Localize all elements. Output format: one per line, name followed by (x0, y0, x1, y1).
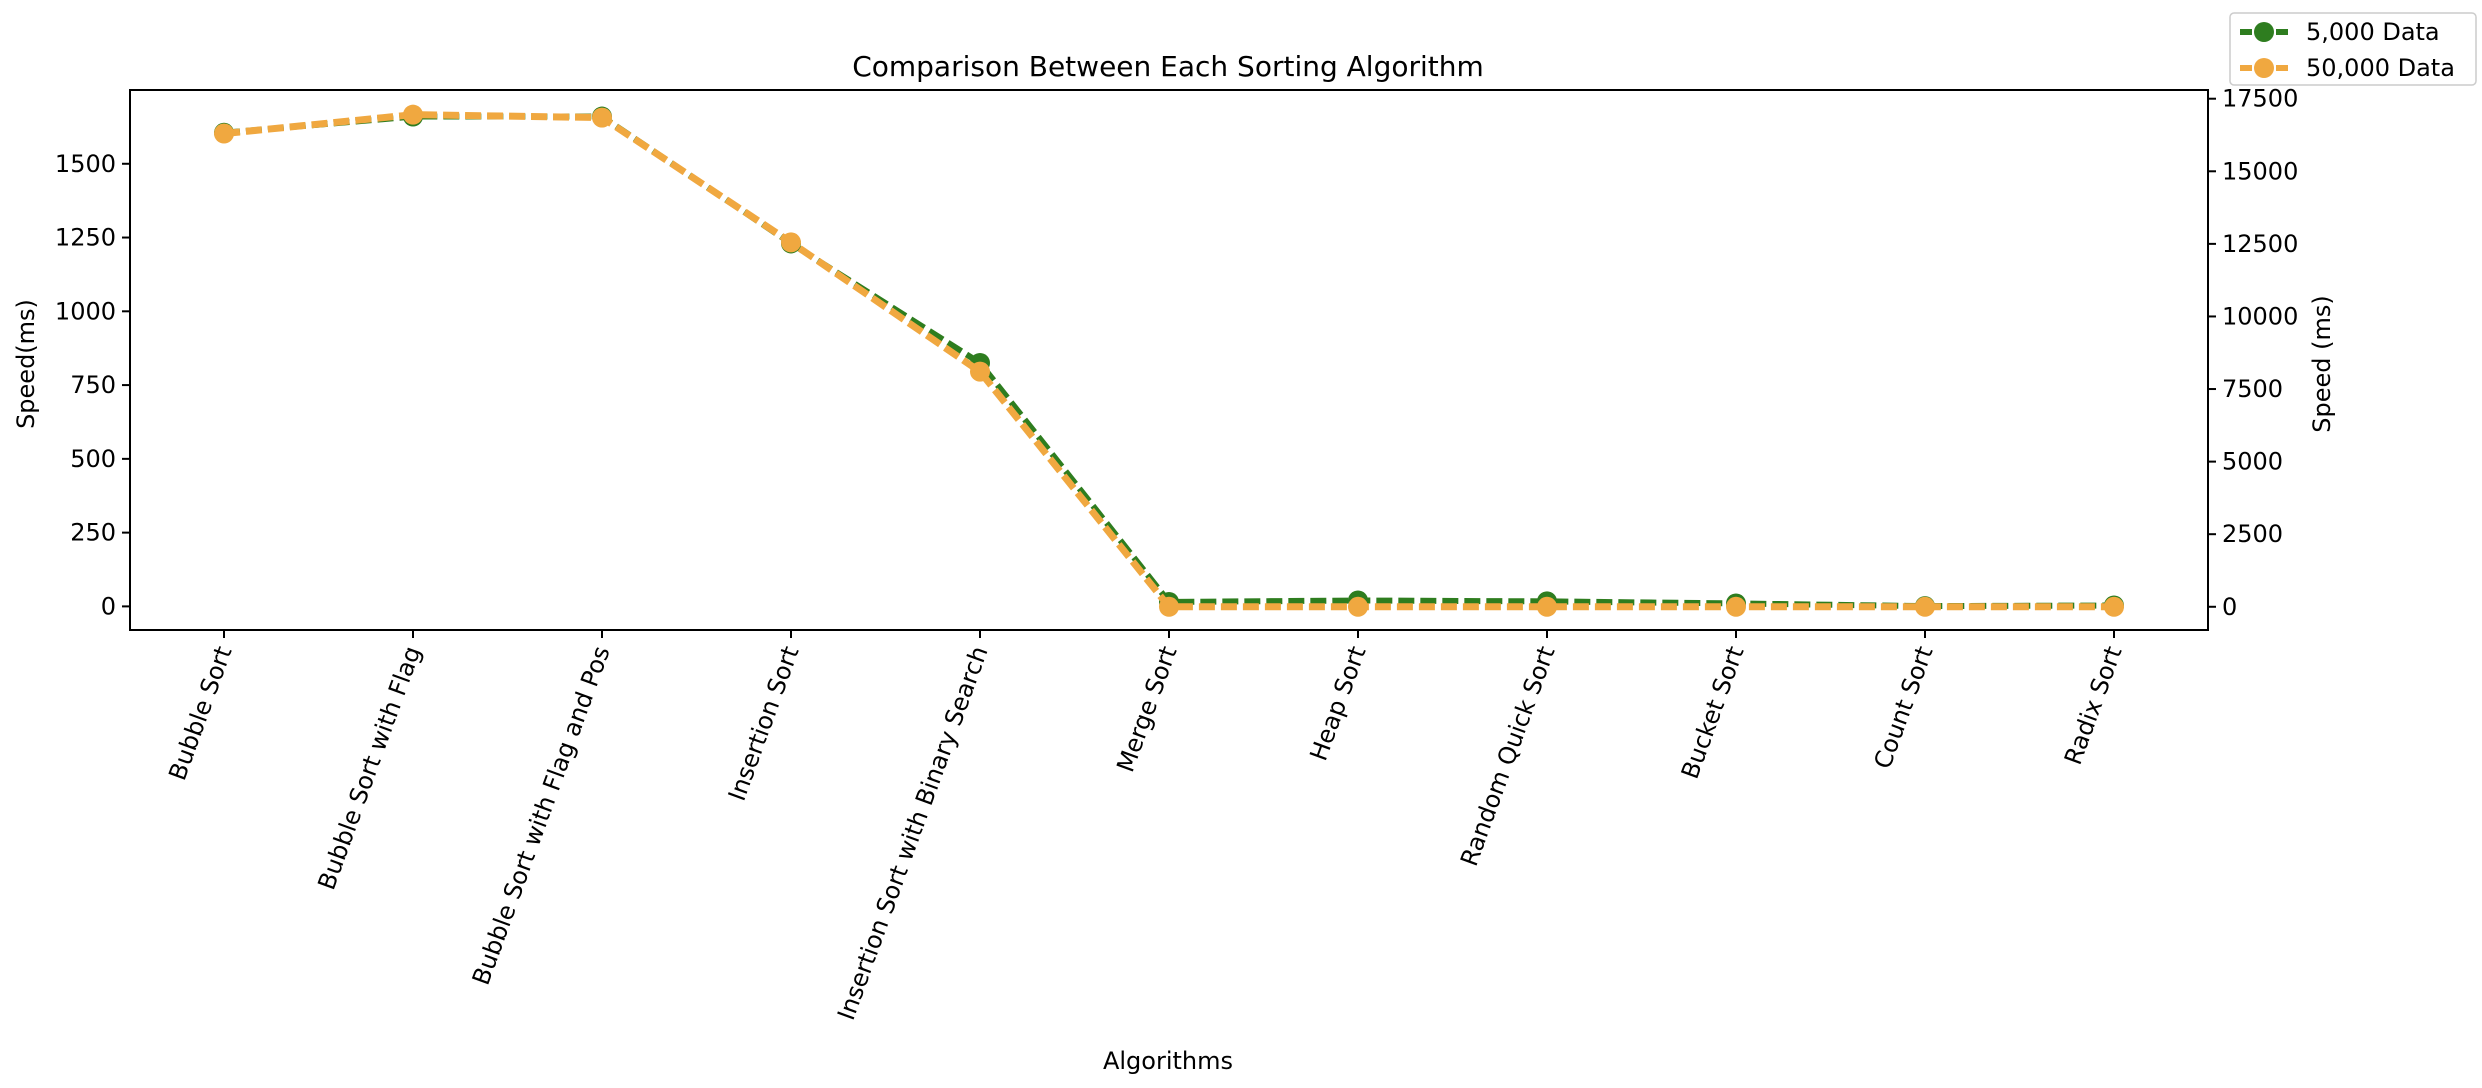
data-point (592, 107, 612, 128)
x-tick-label: Radix Sort (2059, 642, 2128, 768)
left-tick-label: 1000 (55, 297, 116, 325)
right-tick-label: 0 (2222, 593, 2237, 621)
legend-label-5000: 5,000 Data (2306, 18, 2440, 46)
left-y-axis-label: Speed(ms) (12, 299, 40, 429)
left-tick-label: 500 (70, 445, 116, 473)
legend-label-50000: 50,000 Data (2306, 54, 2455, 82)
right-tick-label: 7500 (2222, 375, 2283, 403)
left-tick-label: 1500 (55, 150, 116, 178)
x-tick-label: Bubble Sort with Flag and Pos (467, 642, 616, 988)
data-point (1537, 596, 1557, 617)
data-point (970, 361, 990, 382)
x-tick-label: Heap Sort (1304, 642, 1371, 764)
data-point (1159, 596, 1179, 617)
axes (129, 89, 2209, 631)
right-tick-label: 10000 (2222, 302, 2298, 330)
data-point (214, 123, 234, 144)
data-point (781, 232, 801, 253)
legend-box (2229, 12, 2477, 86)
data-point (403, 104, 423, 125)
chart-title: Comparison Between Each Sorting Algorith… (852, 50, 1484, 83)
right-tick-label: 2500 (2222, 520, 2283, 548)
plot-frame (129, 89, 2209, 631)
x-axis-label: Algorithms (1103, 1047, 1233, 1075)
series-1 (214, 104, 2124, 617)
x-tick-label: Bubble Sort with Flag (312, 642, 426, 893)
data-point (2104, 596, 2124, 617)
x-tick-label: Insertion Sort (723, 642, 805, 804)
right-y-axis-label: Speed (ms) (2308, 295, 2336, 432)
data-point (1348, 596, 1368, 617)
left-tick-label: 750 (70, 371, 116, 399)
legend: 5,000 Data 50,000 Data (2229, 12, 2477, 86)
legend-marker-5000 (2254, 22, 2274, 42)
right-tick-label: 15000 (2222, 157, 2298, 185)
series-0 (214, 106, 2124, 617)
series-line (223, 113, 2115, 610)
right-tick-label: 17500 (2222, 85, 2298, 113)
x-tick-label: Merge Sort (1111, 642, 1182, 775)
x-tick-label: Bucket Sort (1676, 642, 1750, 782)
x-tick-label: Insertion Sort with Binary Search (832, 642, 994, 1023)
left-tick-label: 1250 (55, 224, 116, 252)
x-axis-ticks: Bubble Sort Bubble Sort with Flag Bubble S… (163, 630, 2128, 1024)
series (214, 104, 2124, 617)
series-line (223, 111, 2114, 611)
x-tick-label: Bubble Sort (163, 642, 237, 784)
left-tick-label: 250 (70, 519, 116, 547)
right-tick-label: 5000 (2222, 448, 2283, 476)
right-tick-label: 12500 (2222, 230, 2298, 258)
left-tick-label: 0 (101, 592, 116, 620)
left-y-axis-ticks: 0 250 500 750 1000 1250 1500 (55, 150, 130, 620)
x-tick-label: Count Sort (1869, 642, 1939, 772)
x-tick-label: Random Quick Sort (1455, 642, 1561, 869)
right-y-axis-ticks: 0 2500 5000 7500 10000 12500 15000 17500 (2208, 85, 2298, 621)
legend-marker-50000 (2254, 58, 2274, 78)
data-point (1726, 596, 1746, 617)
data-point (1915, 596, 1935, 617)
